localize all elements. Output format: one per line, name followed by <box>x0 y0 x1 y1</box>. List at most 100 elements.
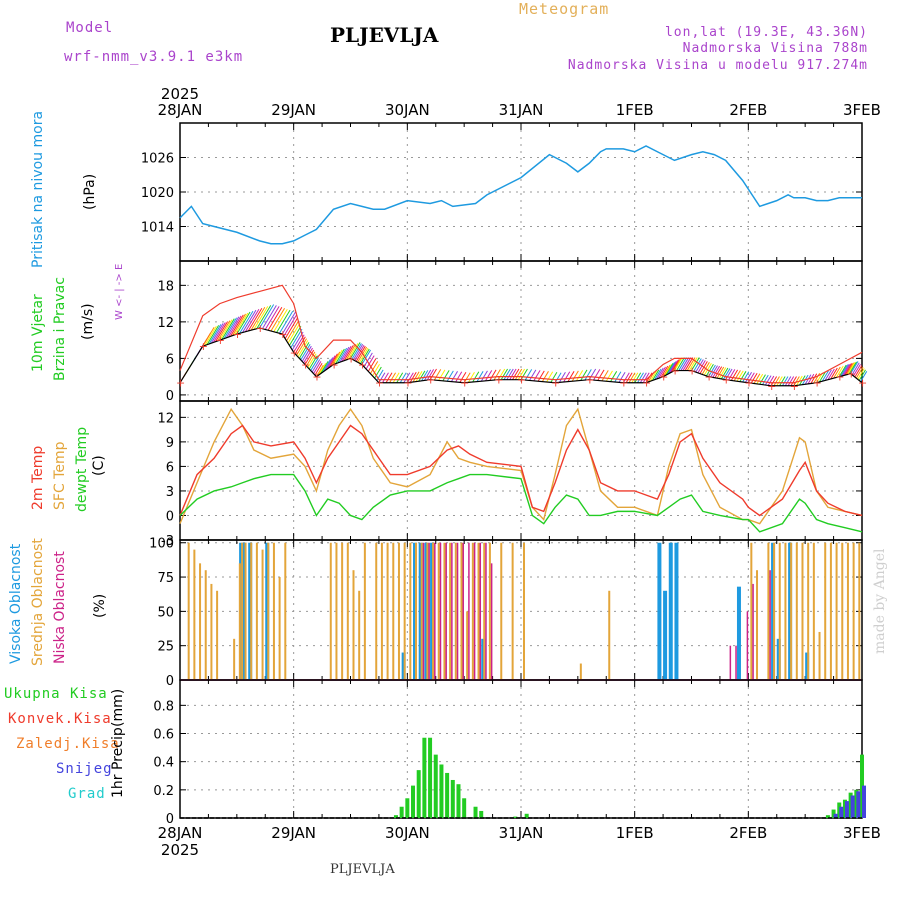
wind-barb <box>281 311 296 335</box>
wind-barb <box>848 361 857 375</box>
wind-barb <box>509 368 517 380</box>
wind-barb <box>747 372 755 383</box>
cloud-bar <box>409 542 412 680</box>
wind-barb <box>662 364 671 377</box>
wind-barb <box>303 347 313 364</box>
wind-barb <box>450 371 458 382</box>
wind-barb <box>764 375 772 386</box>
wind-barb <box>601 370 609 382</box>
wind-barb <box>850 361 859 374</box>
wind-barb <box>217 320 231 342</box>
wind-barb <box>291 331 304 351</box>
wind-barb <box>284 317 299 339</box>
panel-frame <box>179 122 863 262</box>
wind-barb <box>335 348 345 364</box>
wind-barb <box>622 372 630 383</box>
wind-marker: + <box>358 358 367 371</box>
cloud-bar <box>432 542 435 680</box>
cloud-bar <box>479 542 482 680</box>
cloud-bar <box>454 542 457 680</box>
wind-barb <box>337 347 348 364</box>
precip-bar <box>399 806 404 818</box>
wind-barb <box>855 366 864 379</box>
cloud-bar <box>204 570 207 680</box>
wind-barb <box>315 364 324 377</box>
y-tick-label: 0 <box>166 812 174 827</box>
cloud-bar <box>278 577 281 680</box>
wind-barb <box>423 369 432 381</box>
wind-barb <box>385 372 393 383</box>
wind-marker: + <box>312 371 321 384</box>
cloud-bar <box>829 542 832 680</box>
bottom-date-label: 28JAN <box>158 824 203 842</box>
wind-barb <box>468 372 475 383</box>
wind-barb <box>660 365 669 378</box>
wind-barb <box>227 315 242 338</box>
cloud-bar <box>483 542 486 680</box>
cloud-bar <box>801 542 804 680</box>
wind-barb <box>283 314 298 337</box>
wind-barb <box>605 370 613 382</box>
wind-marker: + <box>659 371 668 384</box>
wind-barb <box>782 376 789 387</box>
top-date-label: 30JAN <box>385 101 430 119</box>
cloud-bar <box>608 590 611 680</box>
cloud-bar <box>579 663 582 680</box>
cloud-bar <box>767 542 770 680</box>
cloud-bar <box>352 570 355 680</box>
cloud-bar <box>735 645 737 680</box>
cloud-bar <box>466 611 469 680</box>
precip-bar <box>433 754 438 818</box>
wind-barb <box>824 369 832 381</box>
bottom-date-label: 2FEB <box>729 824 767 842</box>
legend-snow: Snijeg <box>56 761 113 777</box>
wind-barb <box>306 351 316 367</box>
dewpt-line <box>179 473 863 533</box>
cloud-bar <box>386 542 389 680</box>
y-tick-label: 3 <box>166 485 174 500</box>
wind-barb <box>546 371 554 383</box>
wind-barb <box>326 355 336 370</box>
wind-barb <box>517 368 526 380</box>
wind-barb <box>529 369 537 381</box>
elevation-label: Nadmorska Visina 788m <box>682 41 868 56</box>
wind-barb <box>810 373 818 384</box>
wind-barb <box>219 319 233 341</box>
cloud-bar <box>858 542 861 680</box>
wind-barb <box>322 359 331 373</box>
cloud-bar <box>397 542 400 680</box>
cloud-bar <box>784 542 787 680</box>
wind-barb <box>793 376 800 387</box>
wind-barb <box>455 371 463 383</box>
cloud-bar <box>500 542 503 680</box>
wind-barb <box>256 305 272 329</box>
precip-bar <box>850 795 855 818</box>
cloud-bar <box>375 542 378 680</box>
wind-barb <box>472 371 480 383</box>
wind-barb <box>776 376 783 387</box>
wind-marker: + <box>858 377 867 390</box>
wind-marker: + <box>642 377 651 390</box>
bottom-date-label: 30JAN <box>385 824 430 842</box>
wind-barb <box>399 372 407 383</box>
wind-barb <box>421 370 429 382</box>
wind-marker: + <box>619 377 628 390</box>
wind-barb <box>236 311 251 335</box>
wind-barb <box>835 365 844 378</box>
wind-barb <box>807 373 815 385</box>
cloud-bar <box>261 549 264 680</box>
precip-bar <box>524 813 529 818</box>
wind-barb <box>415 371 423 382</box>
cloud-bar <box>460 542 463 680</box>
wind-barb <box>333 349 343 365</box>
cloud-bar <box>358 590 361 680</box>
cloud-bar <box>490 563 493 680</box>
wind-barb <box>459 372 467 383</box>
wind-barb <box>672 358 682 372</box>
precip-bar <box>479 810 484 818</box>
wind-barb <box>485 370 493 382</box>
wind-barb <box>264 306 280 330</box>
cloud-bar <box>663 590 668 680</box>
wind-marker: + <box>290 346 299 359</box>
cloud-bar <box>193 549 196 680</box>
